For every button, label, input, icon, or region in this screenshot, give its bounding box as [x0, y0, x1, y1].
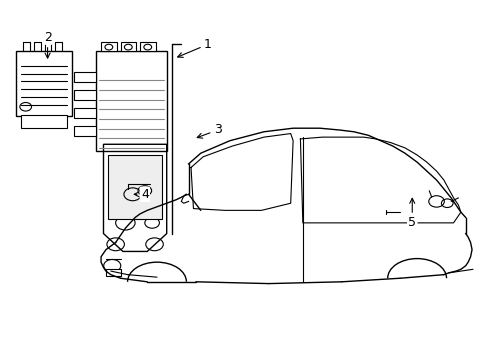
FancyBboxPatch shape [101, 42, 116, 51]
FancyBboxPatch shape [74, 90, 96, 100]
FancyBboxPatch shape [74, 126, 96, 136]
FancyBboxPatch shape [74, 108, 96, 118]
FancyBboxPatch shape [16, 51, 72, 116]
FancyBboxPatch shape [108, 155, 162, 219]
FancyBboxPatch shape [21, 114, 67, 128]
Text: 1: 1 [177, 38, 211, 57]
FancyBboxPatch shape [140, 42, 155, 51]
FancyBboxPatch shape [74, 72, 96, 82]
FancyBboxPatch shape [120, 42, 136, 51]
Text: 2: 2 [43, 31, 51, 58]
Text: 3: 3 [197, 123, 221, 138]
FancyBboxPatch shape [106, 269, 120, 276]
Text: 4: 4 [134, 188, 148, 201]
Text: 5: 5 [407, 198, 415, 229]
FancyBboxPatch shape [96, 51, 166, 152]
